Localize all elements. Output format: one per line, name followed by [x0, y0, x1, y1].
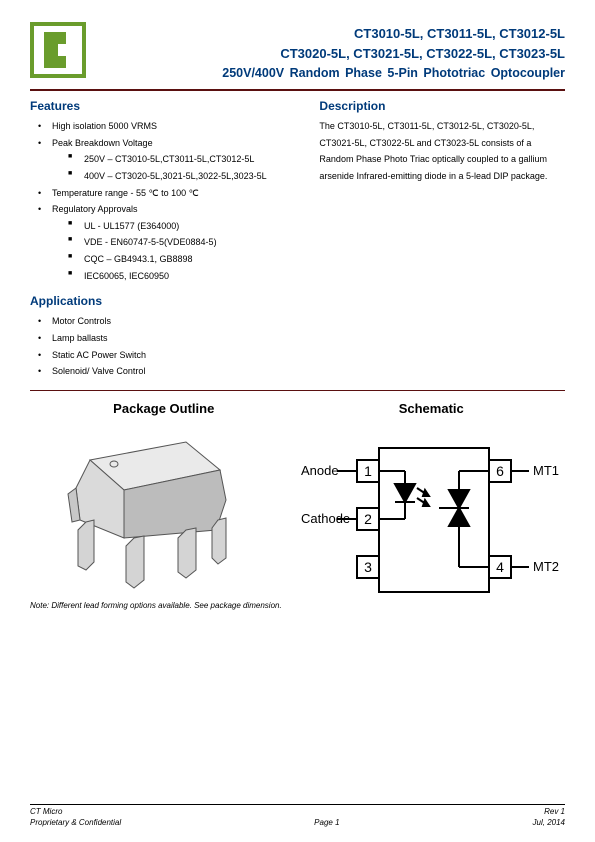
feature-sub-item: VDE - EN60747-5-5(VDE0884-5) [66, 234, 301, 251]
schematic-drawing: 1 2 3 6 4 Anode Cathode MT1 MT2 [298, 426, 566, 609]
footer-rule [30, 804, 565, 805]
footer-rev: Rev 1 [533, 807, 565, 817]
applications-block: Applications Motor Controls Lamp ballast… [30, 294, 301, 380]
left-column: Features High isolation 5000 VRMS Peak B… [30, 99, 301, 380]
cathode-label: Cathode [301, 511, 350, 526]
footer-company: CT Micro [30, 807, 121, 817]
pin-1-num: 1 [364, 463, 372, 479]
mid-rule [30, 390, 565, 392]
applications-list: Motor Controls Lamp ballasts Static AC P… [30, 313, 301, 380]
pin-6-num: 6 [496, 463, 504, 479]
footer-confidential: Proprietary & Confidential [30, 818, 121, 828]
footer-center: Page 1 [121, 807, 532, 828]
feature-sub-item: CQC – GB4943.1, GB8898 [66, 251, 301, 268]
feature-label: Regulatory Approvals [52, 204, 138, 214]
company-logo [30, 22, 86, 78]
description-heading: Description [319, 99, 565, 113]
features-list: High isolation 5000 VRMS Peak Breakdown … [30, 118, 301, 284]
application-item: Motor Controls [34, 313, 301, 330]
feature-item: High isolation 5000 VRMS [34, 118, 301, 135]
application-item: Solenoid/ Valve Control [34, 363, 301, 380]
page-footer: CT Micro Proprietary & Confidential Page… [30, 804, 565, 828]
pin-2-num: 2 [364, 511, 372, 527]
header-rule [30, 89, 565, 91]
application-item: Lamp ballasts [34, 330, 301, 347]
feature-sub-item: UL - UL1577 (E364000) [66, 218, 301, 235]
feature-label: Peak Breakdown Voltage [52, 138, 153, 148]
applications-heading: Applications [30, 294, 301, 308]
feature-sub-item: 250V – CT3010-5L,CT3011-5L,CT3012-5L [66, 151, 301, 168]
feature-sub-item: IEC60065, IEC60950 [66, 268, 301, 285]
header: CT3010-5L, CT3011-5L, CT3012-5L CT3020-5… [30, 22, 565, 83]
pin-4-num: 4 [496, 559, 504, 575]
mt1-label: MT1 [533, 463, 559, 478]
schematic-column: Schematic [298, 401, 566, 610]
anode-label: Anode [301, 463, 339, 478]
mt2-label: MT2 [533, 559, 559, 574]
footer-page: Page 1 [121, 818, 532, 828]
footer-date: Jul, 2014 [533, 818, 565, 828]
package-column: Package Outline [30, 401, 298, 610]
part-numbers-line-2: CT3020-5L, CT3021-5L, CT3022-5L, CT3023-… [100, 44, 565, 64]
footer-left: CT Micro Proprietary & Confidential [30, 807, 121, 828]
application-item: Static AC Power Switch [34, 347, 301, 364]
package-schematic-row: Package Outline [30, 401, 565, 610]
part-numbers-line-1: CT3010-5L, CT3011-5L, CT3012-5L [100, 24, 565, 44]
package-heading: Package Outline [30, 401, 298, 416]
features-heading: Features [30, 99, 301, 113]
feature-item: Regulatory Approvals UL - UL1577 (E36400… [34, 201, 301, 284]
feature-item: Temperature range - 55 ℃ to 100 ℃ [34, 185, 301, 202]
approvals-sublist: UL - UL1577 (E364000) VDE - EN60747-5-5(… [52, 218, 301, 285]
feature-sub-item: 400V – CT3020-5L,3021-5L,3022-5L,3023-5L [66, 168, 301, 185]
pin-3-num: 3 [364, 559, 372, 575]
footer-right: Rev 1 Jul, 2014 [533, 807, 565, 828]
package-note: Note: Different lead forming options ava… [30, 601, 298, 610]
schematic-heading: Schematic [298, 401, 566, 416]
content-columns: Features High isolation 5000 VRMS Peak B… [30, 99, 565, 380]
feature-item: Peak Breakdown Voltage 250V – CT3010-5L,… [34, 135, 301, 185]
product-subtitle: 250V/400V Random Phase 5-Pin Phototriac … [100, 63, 565, 83]
title-block: CT3010-5L, CT3011-5L, CT3012-5L CT3020-5… [100, 22, 565, 83]
voltage-sublist: 250V – CT3010-5L,CT3011-5L,CT3012-5L 400… [52, 151, 301, 184]
right-column: Description The CT3010-5L, CT3011-5L, CT… [319, 99, 565, 380]
package-drawing [30, 426, 298, 597]
description-text: The CT3010-5L, CT3011-5L, CT3012-5L, CT3… [319, 118, 565, 185]
